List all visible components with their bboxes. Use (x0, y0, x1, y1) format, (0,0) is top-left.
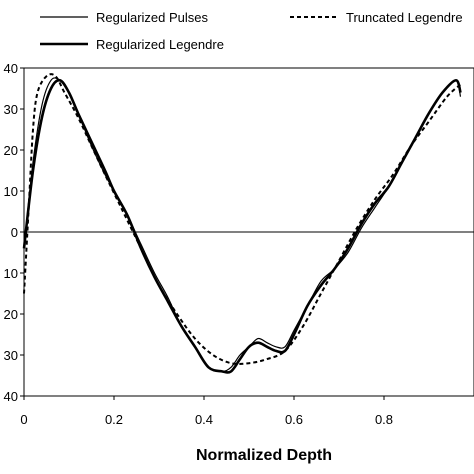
y-tick-label: 40 (4, 61, 18, 76)
y-tick-label: 20 (4, 143, 18, 158)
legend-label-truncated-legendre: Truncated Legendre (346, 10, 463, 25)
x-axis-label: Normalized Depth (196, 447, 332, 464)
x-tick-label: 0.6 (285, 412, 303, 427)
x-tick-label: 0.2 (105, 412, 123, 427)
legend-label-regularized-pulses: Regularized Pulses (96, 10, 209, 25)
series-group (22, 73, 462, 374)
x-tick-label: 0.4 (195, 412, 213, 427)
y-tick-label: 30 (4, 102, 18, 117)
y-axis-ticks: 40 30 20 10 0 10 20 30 40 (4, 61, 24, 404)
x-tick-label: 0 (20, 412, 27, 427)
y-tick-label: 20 (4, 307, 18, 322)
legend-label-regularized-legendre: Regularized Legendre (96, 37, 224, 52)
y-tick-label: 30 (4, 348, 18, 363)
series-line-regularized-pulses (23, 77, 462, 372)
series-line-regularized-legendre (22, 78, 462, 374)
y-tick-label: 0 (11, 225, 18, 240)
y-tick-label: 40 (4, 389, 18, 404)
legend: Regularized Pulses Regularized Legendre … (40, 10, 463, 52)
series-line-truncated-legendre (23, 73, 462, 365)
x-axis-ticks: 0 0.2 0.4 0.6 0.8 (20, 396, 393, 427)
x-tick-label: 0.8 (375, 412, 393, 427)
y-tick-label: 10 (4, 184, 18, 199)
y-tick-label: 10 (4, 266, 18, 281)
